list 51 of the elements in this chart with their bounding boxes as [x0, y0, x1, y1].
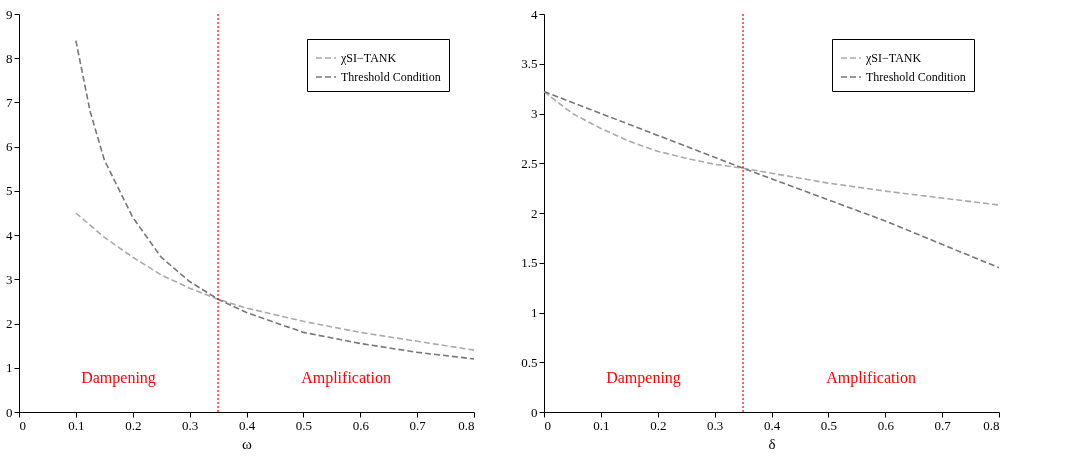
y-tick-label: 0 — [6, 404, 13, 420]
x-tick-label: 0.6 — [352, 417, 370, 433]
x-tick-label: 0.5 — [820, 417, 837, 433]
x-axis-title: ω — [242, 435, 253, 452]
y-tick-label: 1.5 — [521, 255, 538, 271]
y-tick-label: 0 — [531, 404, 538, 420]
annotation: Amplification — [826, 369, 916, 388]
legend-label: χSI−TANK — [340, 51, 397, 65]
y-tick-label: 7 — [6, 94, 13, 110]
x-tick-label: 0.3 — [707, 417, 724, 433]
x-tick-label: 0.2 — [125, 417, 142, 433]
y-tick-label: 2 — [531, 205, 538, 221]
y-tick-label: 6 — [6, 139, 13, 155]
y-tick-label: 8 — [6, 50, 13, 66]
line-series — [75, 39, 475, 360]
x-tick-label: 0 — [544, 417, 551, 433]
x-tick-label: 0.5 — [295, 417, 312, 433]
annotation: Dampening — [606, 369, 681, 388]
x-tick-label: 0.2 — [650, 417, 667, 433]
x-tick-label: 0.1 — [68, 417, 85, 433]
y-tick-label: 5 — [6, 183, 13, 199]
x-tick-label: 0.1 — [593, 417, 610, 433]
legend-label: χSI−TANK — [865, 51, 922, 65]
annotation: Dampening — [81, 369, 156, 388]
y-tick-label: 3 — [6, 271, 13, 287]
y-tick-label: 3.5 — [521, 56, 538, 72]
y-tick-label: 1 — [6, 360, 13, 376]
x-tick-label: 0.6 — [877, 417, 895, 433]
x-tick-label: 0 — [19, 417, 26, 433]
legend-label: Threshold Condition — [341, 70, 441, 84]
x-tick-label: 0.4 — [238, 417, 256, 433]
x-axis-title: δ — [768, 435, 776, 452]
annotation: Amplification — [301, 369, 391, 388]
y-tick-label: 4 — [6, 227, 13, 243]
y-tick-label: 2 — [6, 316, 13, 332]
line-series — [543, 90, 1000, 206]
x-tick-label: 0.7 — [409, 417, 427, 433]
x-tick-label: 0.3 — [182, 417, 199, 433]
y-tick-label: 1 — [531, 305, 538, 320]
x-tick-label: 0.8 — [983, 417, 1000, 433]
legend-label: Threshold Condition — [866, 70, 966, 84]
y-tick-label: 9 — [6, 6, 13, 22]
line-series — [543, 90, 1000, 269]
x-tick-label: 0.8 — [458, 417, 475, 433]
y-tick-label: 0.5 — [521, 354, 538, 370]
y-tick-label: 2.5 — [521, 155, 538, 171]
y-tick-label: 4 — [531, 6, 538, 22]
x-tick-label: 0.4 — [763, 417, 781, 433]
y-tick-label: 3 — [531, 106, 538, 121]
x-tick-label: 0.7 — [934, 417, 952, 433]
line-series — [75, 212, 475, 351]
